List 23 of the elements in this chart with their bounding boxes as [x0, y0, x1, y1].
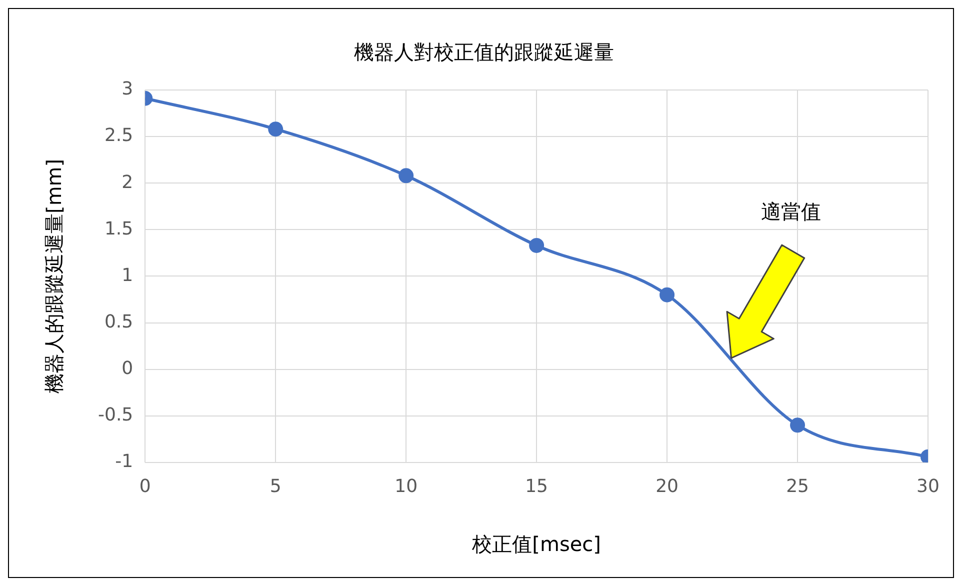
point	[398, 168, 414, 184]
annotation: 適當值	[760, 199, 821, 224]
x-axis-title: 校正值[msec]	[471, 532, 601, 556]
chart-title: 機器人對校正值的跟蹤延遲量	[354, 40, 614, 64]
x-tick-label: 30	[916, 476, 940, 497]
x-tick-label: 15	[525, 476, 548, 497]
y-tick-label: -1	[115, 451, 134, 472]
y-tick-label: 0.5	[104, 311, 134, 332]
x-tick-label: 10	[394, 476, 418, 497]
y-tick-label: 3	[122, 78, 134, 100]
y-tick-label: -0.5	[98, 404, 134, 426]
x-tick-label: 0	[139, 476, 151, 497]
y-tick-label: 1	[122, 264, 134, 286]
y-tick-label: 1.5	[104, 218, 134, 240]
y-axis-title: 機器人的跟蹤延遲量[mm]	[42, 158, 66, 394]
y-tick-label: 2.5	[104, 125, 134, 146]
point	[660, 287, 675, 302]
x-tick-label: 20	[656, 476, 678, 497]
point	[529, 238, 544, 253]
y-tick-label: 2	[122, 172, 134, 193]
y-tick-label: 0	[122, 358, 134, 379]
x-tick-label: 25	[786, 476, 809, 497]
x-tick-label: 5	[270, 476, 282, 497]
